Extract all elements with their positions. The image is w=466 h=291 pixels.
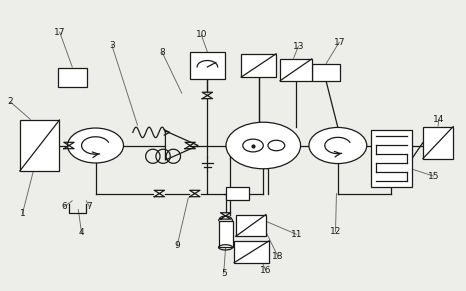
Text: 3: 3: [109, 41, 115, 49]
Text: 10: 10: [196, 31, 207, 39]
Circle shape: [309, 127, 367, 164]
Circle shape: [268, 140, 285, 151]
Bar: [236, 215, 266, 236]
Text: 1: 1: [20, 210, 25, 218]
Bar: [423, 127, 453, 159]
Bar: [20, 120, 60, 171]
Text: 6: 6: [62, 202, 67, 211]
Text: 16: 16: [260, 266, 271, 274]
Text: 14: 14: [433, 115, 445, 124]
Text: 12: 12: [330, 227, 341, 236]
Text: 8: 8: [159, 48, 165, 57]
Text: 11: 11: [291, 230, 302, 239]
Bar: [280, 59, 312, 81]
Circle shape: [68, 128, 123, 163]
Text: 7: 7: [87, 202, 92, 211]
Bar: [226, 187, 249, 200]
Bar: [219, 221, 233, 247]
Bar: [58, 68, 87, 87]
Text: 17: 17: [54, 28, 65, 36]
Text: 13: 13: [293, 42, 304, 51]
Text: 2: 2: [7, 97, 13, 106]
Circle shape: [243, 139, 263, 152]
Bar: [234, 241, 269, 262]
Text: 5: 5: [221, 269, 226, 278]
Text: 18: 18: [272, 252, 283, 260]
Bar: [190, 52, 225, 79]
Circle shape: [226, 122, 301, 169]
Text: 15: 15: [428, 172, 439, 180]
Text: 9: 9: [174, 242, 180, 250]
Bar: [241, 54, 276, 77]
Text: 17: 17: [334, 38, 345, 47]
Text: 4: 4: [79, 228, 84, 237]
Bar: [312, 64, 340, 81]
Bar: [371, 130, 412, 187]
